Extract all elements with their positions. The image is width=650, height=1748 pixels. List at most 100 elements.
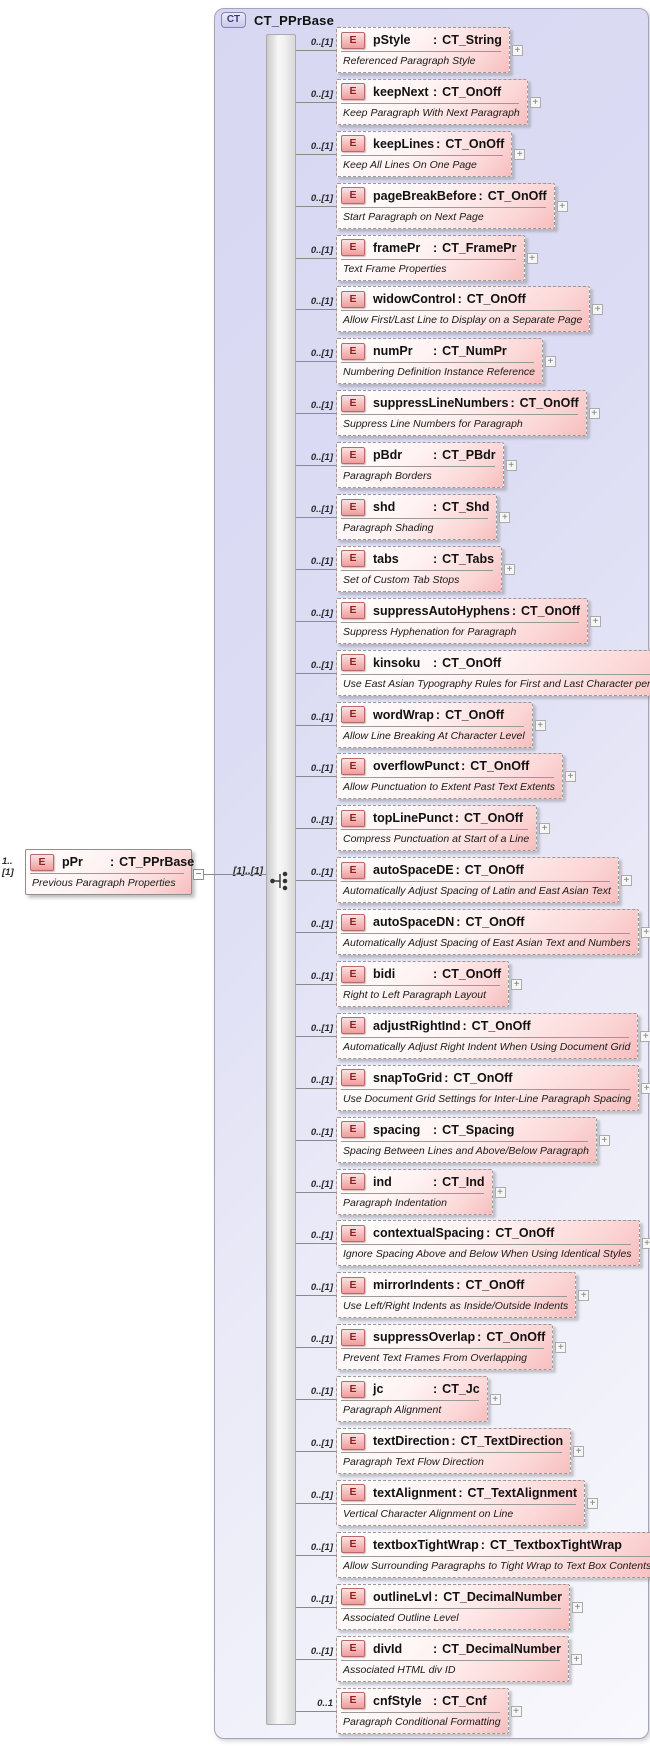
element-name: numPr	[373, 344, 413, 359]
divider	[341, 362, 535, 364]
branch-line	[296, 1658, 336, 1660]
expand-icon[interactable]: +	[499, 512, 511, 524]
expand-icon[interactable]: +	[504, 563, 516, 575]
divider	[341, 621, 580, 623]
element-type: CT_OnOff	[519, 396, 579, 411]
element-box[interactable]: E topLinePunct : CT_OnOff Compress Punct…	[336, 805, 551, 852]
element-description: Paragraph Text Flow Direction	[343, 1456, 484, 1469]
element-box[interactable]: E bidi : CT_OnOff Right to Left Paragrap…	[336, 961, 523, 1008]
expand-icon[interactable]: +	[640, 1030, 650, 1042]
element-box[interactable]: E pStyle : CT_String Referenced Paragrap…	[336, 27, 523, 73]
element-box[interactable]: E pageBreakBefore : CT_OnOff Start Parag…	[336, 182, 568, 229]
element-box[interactable]: E outlineLvl : CT_DecimalNumber Associat…	[336, 1583, 583, 1630]
element-description: Allow Punctuation to Extent Past Text Ex…	[343, 781, 556, 794]
type-separator: :	[433, 1693, 438, 1708]
element-box[interactable]: E shd : CT_Shd Paragraph Shading +	[336, 494, 511, 541]
element-box[interactable]: E suppressOverlap : CT_OnOff Prevent Tex…	[336, 1324, 567, 1371]
expand-icon[interactable]: +	[641, 1238, 650, 1250]
type-separator: :	[456, 915, 461, 930]
expand-icon[interactable]: +	[555, 1342, 567, 1354]
expand-icon[interactable]: +	[526, 252, 538, 264]
element-box[interactable]: E adjustRightInd : CT_OnOff Automaticall…	[336, 1012, 650, 1059]
expand-icon[interactable]: +	[539, 823, 551, 835]
branch-line	[296, 101, 336, 103]
element-box[interactable]: E textboxTightWrap : CT_TextboxTightWrap…	[336, 1531, 650, 1578]
element-box[interactable]: E ind : CT_Ind Paragraph Indentation +	[336, 1168, 506, 1215]
element-description: Paragraph Alignment	[343, 1404, 442, 1417]
element-box[interactable]: E snapToGrid : CT_OnOff Use Document Gri…	[336, 1064, 650, 1111]
expand-icon[interactable]: +	[529, 96, 541, 108]
collapse-icon[interactable]: −	[193, 869, 204, 880]
element-box[interactable]: E kinsoku : CT_OnOff Use East Asian Typo…	[336, 649, 650, 696]
root-element-type: CT_PPrBase	[119, 855, 195, 869]
expand-icon[interactable]: +	[592, 304, 604, 316]
expand-icon[interactable]: +	[505, 460, 517, 472]
element-title: E outlineLvl : CT_DecimalNumber	[341, 1588, 562, 1606]
expand-icon[interactable]: +	[588, 408, 600, 420]
element-box[interactable]: E pBdr : CT_PBdr Paragraph Borders +	[336, 442, 517, 489]
type-separator: :	[433, 84, 438, 99]
expand-icon[interactable]: +	[598, 1134, 610, 1146]
element-box[interactable]: E tabs : CT_Tabs Set of Custom Tab Stops…	[336, 545, 516, 592]
element-box[interactable]: E autoSpaceDN : CT_OnOff Automatically A…	[336, 909, 650, 956]
element-box[interactable]: E contextualSpacing : CT_OnOff Ignore Sp…	[336, 1220, 650, 1267]
element-box[interactable]: E textAlignment : CT_TextAlignment Verti…	[336, 1479, 599, 1526]
divider	[341, 154, 504, 156]
element-box[interactable]: E keepNext : CT_OnOff Keep Paragraph Wit…	[336, 78, 541, 125]
element-name: pBdr	[373, 448, 403, 463]
expand-icon[interactable]: +	[620, 875, 632, 887]
element-box[interactable]: E framePr : CT_FramePr Text Frame Proper…	[336, 234, 538, 281]
expand-icon[interactable]: +	[510, 1705, 522, 1717]
expand-icon[interactable]: +	[573, 1446, 585, 1458]
element-box[interactable]: E jc : CT_Jc Paragraph Alignment +	[336, 1376, 501, 1423]
expand-icon[interactable]: +	[640, 927, 650, 939]
expand-icon[interactable]: +	[514, 148, 526, 160]
expand-icon[interactable]: +	[578, 1290, 590, 1302]
element-row: 0..[1] E spacing : CT_Spacing Spacing Be…	[296, 1116, 648, 1163]
element-cardinality: 0..[1]	[310, 296, 333, 308]
type-separator: :	[433, 240, 438, 255]
element-name: divId	[373, 1641, 403, 1656]
element-title: E keepNext : CT_OnOff	[341, 83, 520, 101]
element-row: 0..[1] E tabs : CT_Tabs Set of Custom Ta…	[296, 545, 648, 592]
element-box[interactable]: E keepLines : CT_OnOff Keep All Lines On…	[336, 130, 526, 177]
expand-icon[interactable]: +	[590, 615, 602, 627]
expand-icon[interactable]: +	[511, 979, 523, 991]
element-box[interactable]: E divId : CT_DecimalNumber Associated HT…	[336, 1635, 582, 1682]
divider	[341, 258, 516, 260]
element-description: Spacing Between Lines and Above/Below Pa…	[343, 1144, 589, 1157]
element-icon: E	[341, 31, 365, 49]
element-box[interactable]: E overflowPunct : CT_OnOff Allow Punctua…	[336, 753, 577, 800]
element-box[interactable]: E suppressAutoHyphens : CT_OnOff Suppres…	[336, 597, 602, 644]
expand-icon[interactable]: +	[545, 356, 557, 368]
expand-icon[interactable]: +	[587, 1497, 599, 1509]
type-separator: :	[433, 33, 438, 47]
root-element-box[interactable]: E pPr : CT_PPrBase Previous Paragraph Pr…	[25, 849, 195, 895]
expand-icon[interactable]: +	[572, 1601, 583, 1613]
element-box[interactable]: E spacing : CT_Spacing Spacing Between L…	[336, 1116, 610, 1163]
element-description: Allow Surrounding Paragraphs to Tight Wr…	[343, 1559, 650, 1572]
element-box[interactable]: E mirrorIndents : CT_OnOff Use Left/Righ…	[336, 1272, 590, 1319]
element-icon: E	[341, 1069, 365, 1087]
expand-icon[interactable]: +	[565, 771, 577, 783]
expand-icon[interactable]: +	[641, 1082, 650, 1094]
element-box[interactable]: E wordWrap : CT_OnOff Allow Line Breakin…	[336, 701, 546, 748]
expand-icon[interactable]: +	[534, 719, 546, 731]
element-box[interactable]: E textDirection : CT_TextDirection Parag…	[336, 1428, 585, 1475]
element-box[interactable]: E suppressLineNumbers : CT_OnOff Suppres…	[336, 390, 600, 437]
type-separator: :	[455, 863, 460, 878]
element-type: CT_Ind	[442, 1174, 485, 1189]
expand-icon[interactable]: +	[489, 1394, 501, 1406]
element-box[interactable]: E widowControl : CT_OnOff Allow First/La…	[336, 286, 604, 333]
expand-icon[interactable]: +	[511, 45, 523, 56]
expand-icon[interactable]: +	[570, 1653, 582, 1665]
element-box[interactable]: E cnfStyle : CT_Cnf Paragraph Conditiona…	[336, 1687, 522, 1734]
divider	[341, 310, 582, 312]
element-box[interactable]: E numPr : CT_NumPr Numbering Definition …	[336, 338, 557, 385]
expand-icon[interactable]: +	[556, 200, 568, 212]
expand-icon[interactable]: +	[494, 1186, 506, 1198]
type-separator: :	[433, 967, 438, 982]
element-box[interactable]: E autoSpaceDE : CT_OnOff Automatically A…	[336, 857, 632, 904]
divider	[341, 1503, 577, 1505]
element-name: wordWrap	[373, 707, 434, 722]
